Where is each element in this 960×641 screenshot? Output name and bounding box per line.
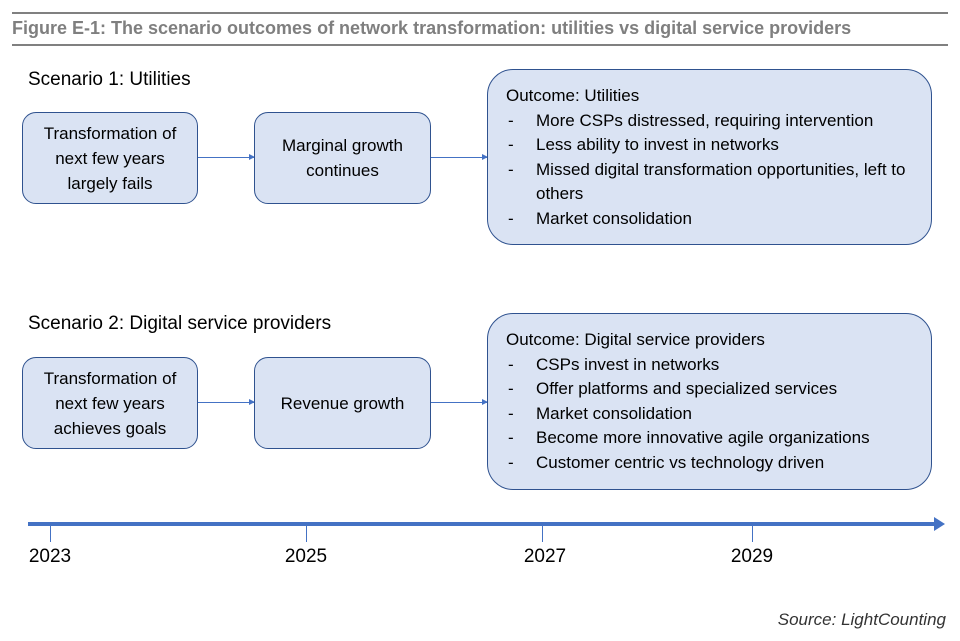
scenario2-step1: Transformation of next few years achieve…: [22, 357, 198, 449]
scenario1-outcome: Outcome: Utilities More CSPs distressed,…: [487, 69, 932, 245]
figure-title: Figure E-1: The scenario outcomes of net…: [12, 18, 852, 38]
timeline-axis: [28, 522, 936, 526]
outcome-title: Outcome: Utilities: [506, 86, 640, 105]
timeline-tick: [542, 526, 543, 542]
timeline-year: 2023: [28, 546, 72, 567]
outcome-item: Less ability to invest in networks: [506, 133, 913, 158]
timeline-year: 2029: [730, 546, 774, 567]
title-rule-top: [12, 12, 948, 14]
scenario2-arrow1: [198, 399, 255, 405]
outcome-item: Missed digital transformation opportunit…: [506, 158, 913, 207]
source-note: Source: LightCounting: [777, 610, 946, 629]
scenario2-step2: Revenue growth: [254, 357, 431, 449]
outcome-item: Become more innovative agile organizatio…: [506, 426, 913, 451]
scenario1-step1: Transformation of next few years largely…: [22, 112, 198, 204]
outcome-item: Market consolidation: [506, 207, 913, 232]
outcome-item: CSPs invest in networks: [506, 353, 913, 378]
scenario2-outcome: Outcome: Digital service providers CSPs …: [487, 313, 932, 490]
outcome-item: Customer centric vs technology driven: [506, 451, 913, 476]
scenario1-step2: Marginal growth continues: [254, 112, 431, 204]
outcome-item: Market consolidation: [506, 402, 913, 427]
timeline-tick: [306, 526, 307, 542]
outcome-item: More CSPs distressed, requiring interven…: [506, 109, 913, 134]
timeline-year: 2027: [523, 546, 567, 567]
timeline-year: 2025: [284, 546, 328, 567]
timeline-tick: [752, 526, 753, 542]
outcome-title: Outcome: Digital service providers: [506, 330, 765, 349]
outcome-item: Offer platforms and specialized services: [506, 377, 913, 402]
scenario1-label: Scenario 1: Utilities: [28, 69, 191, 90]
timeline-arrowhead: [934, 517, 945, 531]
scenario2-label: Scenario 2: Digital service providers: [28, 313, 332, 334]
scenario2-arrow2: [431, 399, 488, 405]
scenario1-arrow2: [431, 154, 488, 160]
timeline-tick: [50, 526, 51, 542]
title-rule-bottom: [12, 44, 948, 46]
scenario1-arrow1: [198, 154, 255, 160]
